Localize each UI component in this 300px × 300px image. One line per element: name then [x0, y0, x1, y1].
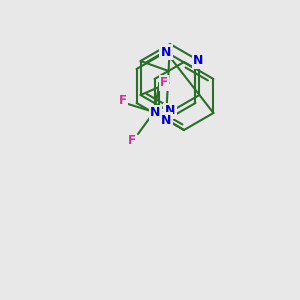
Text: N: N — [193, 55, 204, 68]
Text: F: F — [119, 94, 127, 107]
Text: F: F — [128, 134, 136, 146]
Text: F: F — [160, 76, 168, 89]
Text: N: N — [150, 106, 161, 119]
Text: N: N — [161, 46, 171, 59]
Text: N: N — [161, 113, 171, 127]
Text: N: N — [165, 104, 175, 118]
